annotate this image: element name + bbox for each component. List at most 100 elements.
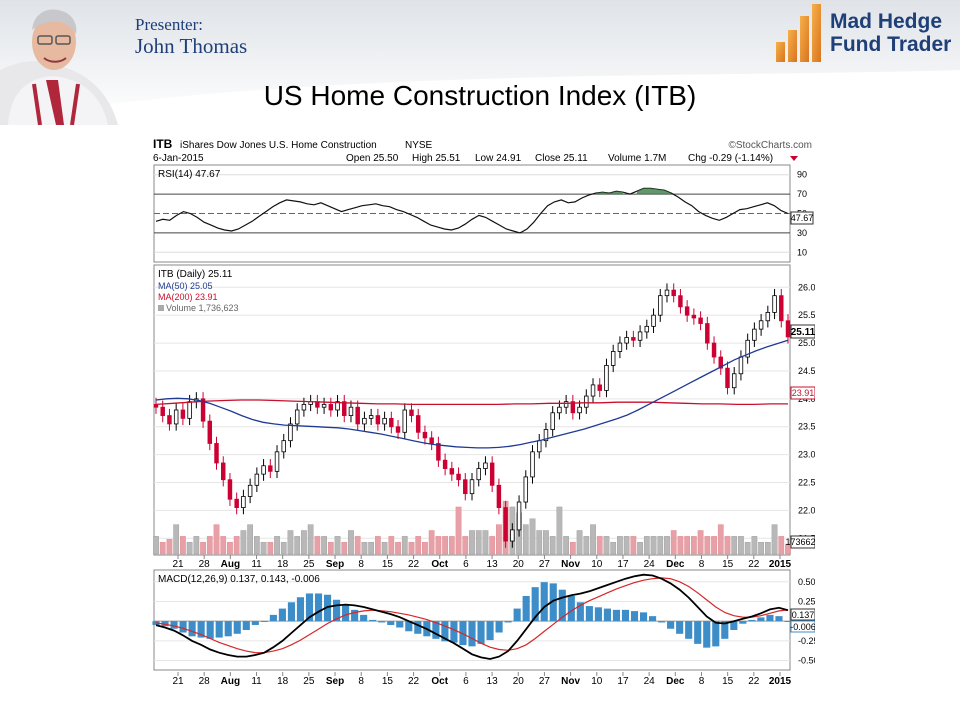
volume-bar: [758, 542, 764, 555]
volume-bar: [159, 542, 166, 555]
macd-histogram-bar: [305, 593, 314, 622]
macd-histogram-bar: [486, 621, 494, 641]
x-axis-macd-tick-label: 8: [699, 676, 705, 687]
price-candle-body: [503, 507, 508, 542]
volume-last-box: [790, 535, 815, 549]
chart-source: ©StockCharts.com: [728, 140, 812, 151]
macd-histogram-bar: [757, 617, 765, 622]
macd-histogram-bar: [432, 621, 440, 639]
volume-bar: [630, 536, 637, 555]
macd-histogram-bar: [667, 621, 675, 629]
x-axis-price-tick-label: 24: [644, 559, 656, 570]
price-candle-body: [368, 415, 374, 419]
macd-histogram-bar: [396, 621, 404, 628]
macd-histogram-bar: [450, 621, 458, 643]
x-axis-price-tick-label: 18: [277, 559, 289, 570]
price-candle-body: [167, 415, 172, 425]
volume-bar: [307, 524, 314, 555]
volume-bar: [253, 536, 260, 555]
macd-histogram-bar: [360, 614, 368, 622]
ma200-last-box: [790, 386, 815, 400]
ma50-line: [155, 339, 789, 449]
rsi-last-box: [790, 211, 814, 225]
macd-histogram-bar: [567, 595, 575, 622]
price-candle-body: [718, 356, 723, 369]
rsi-last-value: 47.67: [791, 213, 814, 223]
macd-histogram-bar: [342, 604, 350, 622]
x-axis-macd-tick-label: 17: [617, 676, 629, 687]
macd-histogram-bar: [585, 606, 593, 622]
macd-histogram-bar: [621, 609, 630, 622]
presenter-label: Presenter:: [135, 15, 203, 34]
x-axis-macd-tick-label: 22: [408, 676, 420, 687]
price-candle-body: [738, 356, 744, 375]
x-axis-macd-tick-label: 6: [463, 676, 469, 687]
macd-histogram-bar: [296, 597, 305, 622]
volume-bar: [496, 524, 502, 555]
price-candle-body: [550, 412, 555, 430]
ma50-legend-label: MA(50) 25.05: [158, 281, 213, 291]
volume-bar: [455, 506, 462, 555]
price-candle-body: [442, 459, 448, 469]
price-candle-body: [745, 339, 750, 358]
hist-last-value: -0.006: [790, 622, 815, 632]
price-candle-body: [180, 409, 186, 419]
price-candle-body: [476, 468, 481, 481]
chart-open: Open 25.50: [346, 153, 399, 164]
macd-histogram-bar: [215, 621, 223, 638]
macd-histogram-bar: [170, 621, 178, 629]
volume-bar: [213, 524, 220, 555]
x-axis-price-tick-label: Dec: [666, 559, 685, 570]
price-candle-body: [449, 468, 455, 475]
macd-histogram-bar: [676, 621, 684, 634]
volume-bar: [664, 536, 670, 555]
price-candle-body: [752, 328, 757, 341]
volume-bar: [435, 536, 442, 555]
price-candle-body: [779, 295, 784, 322]
rsi-line: [155, 187, 789, 234]
price-candle-body: [543, 429, 549, 442]
price-candle-body: [624, 337, 629, 344]
price-candle-body: [395, 426, 401, 433]
presenter-photo: [0, 9, 118, 125]
slide-header-background: [0, 0, 960, 120]
price-candle-body: [301, 404, 307, 411]
price-candle-body: [570, 401, 576, 414]
price-candle-body: [631, 337, 636, 341]
price-candle-body: [496, 484, 502, 508]
price-candle-body: [765, 312, 771, 322]
volume-bar: [166, 539, 173, 555]
volume-bar: [603, 536, 610, 555]
presenter-info: Presenter: John Thomas: [135, 15, 247, 59]
rsi-tick-label: 30: [797, 228, 807, 238]
macd-histogram-bar: [224, 621, 232, 637]
x-axis-macd-tick-label: 25: [303, 676, 315, 687]
price-candle-body: [234, 498, 239, 508]
x-axis-price-tick-label: 13: [487, 559, 499, 570]
price-candle-body: [335, 401, 340, 411]
price-legend-label: ITB (Daily) 25.11: [158, 269, 233, 280]
price-candle-body: [658, 295, 663, 316]
volume-bar: [744, 542, 751, 555]
price-candle-body: [610, 351, 616, 366]
price-last-value: 25.11: [791, 327, 815, 338]
macd-histogram-bar: [540, 582, 548, 622]
price-candle-body: [785, 320, 791, 338]
volume-bar: [193, 536, 200, 555]
x-axis-macd-tick-label: Aug: [221, 676, 240, 687]
x-axis-macd-tick-label: 11: [251, 676, 262, 687]
volume-bar: [785, 543, 791, 555]
volume-bar: [294, 536, 301, 555]
price-tick-label: 26.0: [798, 282, 815, 292]
ma200-legend-label: MA(200) 23.91: [158, 292, 218, 302]
price-tick-label: 25.5: [798, 310, 815, 320]
volume-bar: [408, 542, 415, 555]
macd-histogram-bar: [179, 621, 187, 633]
x-axis-price-tick-label: 2015: [769, 559, 792, 570]
volume-bar: [697, 530, 704, 555]
macd-histogram-bar: [378, 621, 386, 623]
brand-name: Mad Hedge Fund Trader: [830, 10, 951, 56]
volume-bar: [724, 536, 731, 555]
price-candle-body: [288, 423, 293, 442]
x-axis-macd-tick-label: Oct: [431, 676, 448, 687]
